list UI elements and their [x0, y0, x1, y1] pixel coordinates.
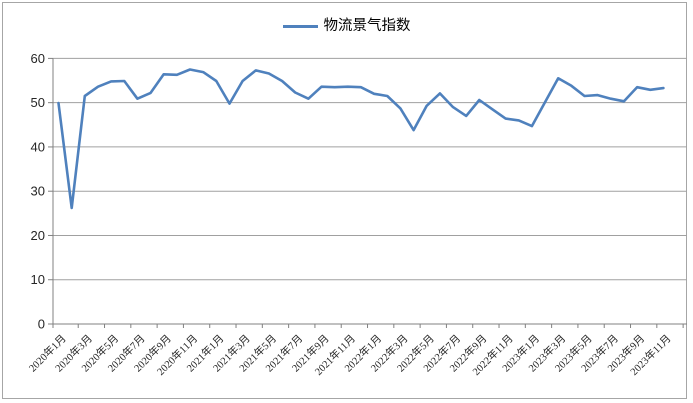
- y-tick-label: 10: [31, 272, 45, 287]
- y-tick-label: 30: [31, 184, 45, 199]
- chart-legend: 物流景气指数: [282, 18, 411, 34]
- legend-line-swatch: [282, 24, 318, 28]
- series-line: [57, 68, 665, 210]
- y-tick-label: 50: [31, 95, 45, 110]
- legend-label: 物流景气指数: [323, 18, 411, 34]
- y-tick-label: 20: [31, 228, 45, 243]
- y-tick-label: 60: [31, 51, 45, 66]
- y-tick-label: 0: [38, 317, 45, 332]
- y-tick-label: 40: [31, 139, 45, 154]
